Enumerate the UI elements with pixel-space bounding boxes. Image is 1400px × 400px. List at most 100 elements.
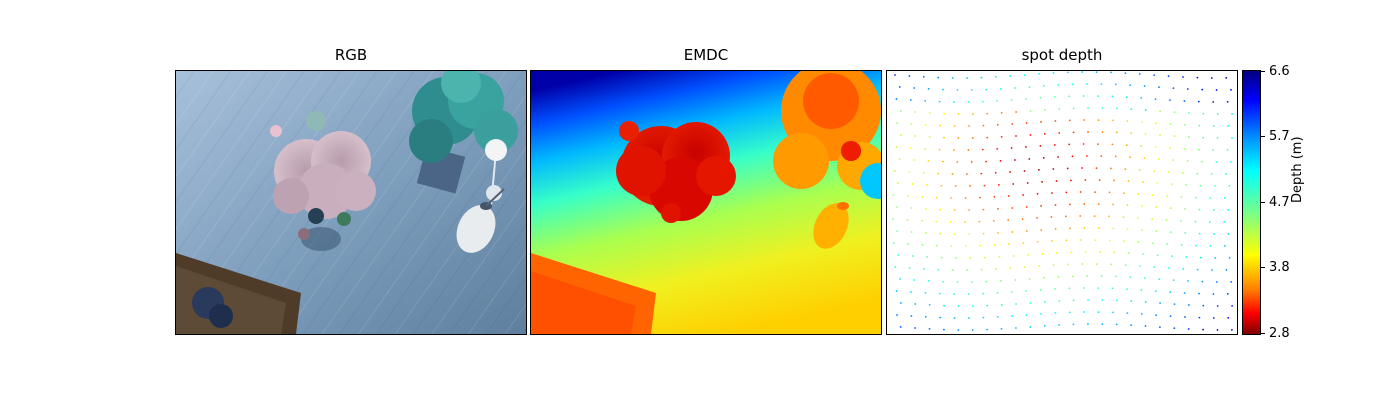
- depth-spot: [909, 99, 912, 101]
- depth-spot: [1036, 241, 1039, 243]
- depth-spot: [937, 76, 940, 79]
- depth-spot: [1209, 245, 1212, 247]
- depth-spot: [1173, 303, 1176, 305]
- depth-spot: [1216, 329, 1219, 331]
- depth-spot: [942, 88, 944, 91]
- depth-spot: [1226, 101, 1229, 103]
- depth-spot: [1184, 124, 1186, 126]
- depth-spot: [1180, 196, 1183, 198]
- colorbar-label-4-7: 4.7: [1269, 195, 1290, 210]
- depth-spot: [943, 304, 945, 307]
- depth-spot: [1184, 316, 1186, 318]
- depth-spot: [1039, 97, 1042, 99]
- depth-spot: [968, 233, 971, 235]
- depth-spot: [1159, 326, 1161, 328]
- depth-spot: [1159, 134, 1161, 136]
- depth-spot: [1155, 314, 1158, 316]
- depth-spot: [1169, 315, 1172, 317]
- depth-spot: [925, 232, 927, 234]
- depth-spot: [1011, 231, 1014, 233]
- depth-spot: [910, 315, 913, 317]
- depth-spot: [914, 327, 916, 329]
- depth-spot: [1214, 185, 1216, 187]
- depth-spot: [914, 111, 917, 113]
- depth-spot: [994, 172, 997, 174]
- depth-spot: [1196, 268, 1199, 271]
- depth-spot: [1026, 182, 1029, 184]
- depth-spot: [913, 159, 915, 161]
- depth-spot: [1068, 143, 1071, 146]
- depth-spot: [1214, 257, 1217, 259]
- depth-spot: [922, 172, 925, 174]
- depth-spot: [1111, 143, 1114, 146]
- depth-spot: [939, 316, 942, 319]
- depth-spot: [995, 268, 997, 270]
- depth-spot: [1087, 131, 1089, 133]
- depth-spot: [1158, 158, 1160, 160]
- depth-spot: [1000, 304, 1003, 306]
- depth-spot: [981, 148, 984, 151]
- depth-spot: [1197, 100, 1200, 103]
- depth-spot: [1196, 76, 1199, 79]
- depth-spot: [1173, 111, 1176, 113]
- depth-spot: [1155, 230, 1158, 233]
- depth-spot: [896, 206, 898, 208]
- depth-spot: [1196, 172, 1199, 175]
- depth-spot: [937, 172, 939, 175]
- depth-spot: [1183, 292, 1186, 294]
- depth-spot: [1081, 167, 1083, 169]
- depth-spot: [992, 220, 995, 222]
- depth-spot: [927, 88, 930, 90]
- depth-spot: [1015, 135, 1017, 137]
- depth-spot: [956, 161, 959, 163]
- depth-spot: [1171, 255, 1173, 257]
- depth-spot: [940, 184, 943, 187]
- depth-spot: [1114, 155, 1117, 158]
- depth-spot: [1072, 131, 1075, 134]
- depth-spot: [1115, 131, 1118, 134]
- depth-spot: [1154, 290, 1157, 292]
- depth-spot: [1124, 264, 1127, 266]
- depth-spot: [1095, 71, 1098, 73]
- depth-spot: [1066, 167, 1069, 170]
- depth-spot: [1195, 244, 1197, 247]
- depth-spot: [1159, 110, 1161, 112]
- depth-spot: [1185, 184, 1187, 186]
- depth-spot: [1027, 254, 1029, 256]
- depth-spot: [998, 184, 1000, 186]
- depth-spot: [1072, 299, 1075, 302]
- depth-spot: [1015, 111, 1017, 113]
- depth-spot: [985, 160, 987, 163]
- depth-spot: [1072, 107, 1075, 110]
- depth-spot: [982, 232, 985, 235]
- depth-spot: [921, 244, 924, 246]
- depth-spot: [1169, 231, 1172, 234]
- depth-spot: [1057, 84, 1060, 86]
- depth-spot: [1000, 328, 1003, 330]
- depth-spot: [920, 220, 923, 222]
- depth-spot: [926, 256, 929, 258]
- depth-spot: [1100, 155, 1103, 157]
- depth-spot: [908, 75, 911, 77]
- depth-spot: [1069, 227, 1071, 230]
- depth-spot: [1227, 209, 1230, 211]
- depth-spot: [1172, 87, 1175, 89]
- colorbar-tick-1: [1260, 71, 1265, 72]
- depth-spot: [1186, 88, 1189, 90]
- depth-spot: [1010, 99, 1013, 101]
- emdc-depth-panel: [530, 70, 882, 335]
- depth-spot: [1126, 288, 1128, 290]
- depth-spot: [1070, 251, 1073, 254]
- depth-spot: [1127, 252, 1130, 255]
- depth-spot: [949, 221, 952, 223]
- depth-spot: [1183, 148, 1186, 150]
- depth-spot: [1087, 299, 1089, 301]
- depth-spot: [1108, 239, 1111, 242]
- vase: [456, 188, 505, 253]
- depth-spot: [1228, 257, 1231, 259]
- depth-spot: [1054, 288, 1056, 290]
- depth-spot: [1051, 240, 1053, 242]
- depth-spot: [996, 124, 999, 126]
- depth-spot: [1198, 232, 1201, 235]
- depth-spot: [980, 172, 983, 175]
